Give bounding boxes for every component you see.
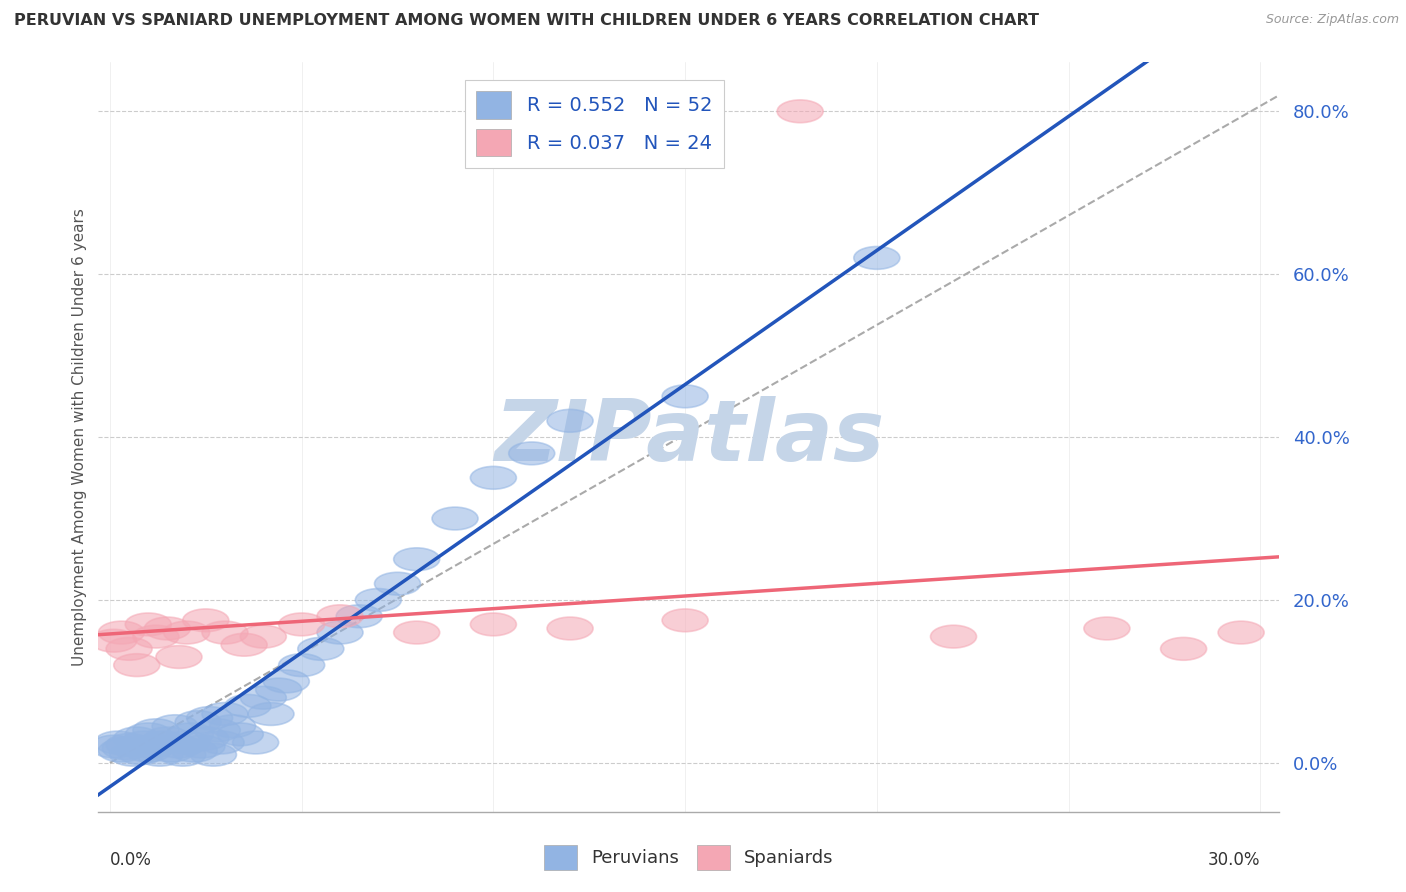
- Ellipse shape: [136, 743, 183, 766]
- Ellipse shape: [853, 246, 900, 269]
- Ellipse shape: [432, 508, 478, 530]
- Ellipse shape: [134, 719, 179, 741]
- Ellipse shape: [129, 735, 176, 758]
- Ellipse shape: [394, 548, 440, 571]
- Text: PERUVIAN VS SPANIARD UNEMPLOYMENT AMONG WOMEN WITH CHILDREN UNDER 6 YEARS CORREL: PERUVIAN VS SPANIARD UNEMPLOYMENT AMONG …: [14, 13, 1039, 29]
- Ellipse shape: [91, 735, 136, 758]
- Ellipse shape: [125, 739, 172, 762]
- Ellipse shape: [1084, 617, 1130, 640]
- Ellipse shape: [134, 625, 179, 648]
- Ellipse shape: [240, 686, 287, 709]
- Text: 30.0%: 30.0%: [1208, 851, 1260, 869]
- Ellipse shape: [152, 714, 198, 738]
- Text: 0.0%: 0.0%: [110, 851, 152, 869]
- Ellipse shape: [148, 739, 194, 762]
- Y-axis label: Unemployment Among Women with Children Under 6 years: Unemployment Among Women with Children U…: [72, 208, 87, 666]
- Legend: Peruvians, Spaniards: Peruvians, Spaniards: [537, 838, 841, 878]
- Ellipse shape: [931, 625, 977, 648]
- Ellipse shape: [547, 617, 593, 640]
- Ellipse shape: [1218, 621, 1264, 644]
- Ellipse shape: [202, 703, 247, 725]
- Ellipse shape: [247, 703, 294, 725]
- Ellipse shape: [356, 589, 401, 611]
- Ellipse shape: [145, 727, 190, 750]
- Ellipse shape: [179, 735, 225, 758]
- Ellipse shape: [105, 733, 152, 756]
- Ellipse shape: [163, 621, 209, 644]
- Ellipse shape: [240, 625, 287, 648]
- Ellipse shape: [218, 723, 263, 746]
- Ellipse shape: [225, 695, 271, 717]
- Ellipse shape: [509, 442, 555, 465]
- Ellipse shape: [91, 629, 136, 652]
- Ellipse shape: [278, 613, 325, 636]
- Ellipse shape: [118, 741, 163, 764]
- Ellipse shape: [172, 739, 218, 762]
- Ellipse shape: [662, 385, 709, 408]
- Ellipse shape: [778, 100, 823, 123]
- Ellipse shape: [316, 621, 363, 644]
- Text: Source: ZipAtlas.com: Source: ZipAtlas.com: [1265, 13, 1399, 27]
- Ellipse shape: [163, 731, 209, 754]
- Ellipse shape: [141, 731, 187, 754]
- Ellipse shape: [336, 605, 382, 628]
- Ellipse shape: [1160, 638, 1206, 660]
- Ellipse shape: [187, 706, 232, 730]
- Ellipse shape: [110, 743, 156, 766]
- Ellipse shape: [160, 743, 205, 766]
- Ellipse shape: [471, 613, 516, 636]
- Ellipse shape: [194, 719, 240, 741]
- Ellipse shape: [145, 617, 190, 640]
- Ellipse shape: [190, 743, 236, 766]
- Ellipse shape: [202, 621, 247, 644]
- Ellipse shape: [98, 621, 145, 644]
- Ellipse shape: [125, 613, 172, 636]
- Ellipse shape: [471, 467, 516, 489]
- Ellipse shape: [374, 573, 420, 595]
- Ellipse shape: [263, 670, 309, 693]
- Ellipse shape: [121, 731, 167, 754]
- Ellipse shape: [98, 739, 145, 762]
- Ellipse shape: [94, 731, 141, 754]
- Ellipse shape: [167, 723, 214, 746]
- Ellipse shape: [156, 646, 202, 668]
- Ellipse shape: [256, 678, 302, 701]
- Ellipse shape: [662, 609, 709, 632]
- Ellipse shape: [198, 731, 245, 754]
- Ellipse shape: [125, 723, 172, 746]
- Ellipse shape: [394, 621, 440, 644]
- Ellipse shape: [176, 711, 221, 733]
- Ellipse shape: [114, 727, 160, 750]
- Text: ZIPatlas: ZIPatlas: [494, 395, 884, 479]
- Ellipse shape: [221, 633, 267, 657]
- Ellipse shape: [209, 714, 256, 738]
- Ellipse shape: [547, 409, 593, 433]
- Ellipse shape: [232, 731, 278, 754]
- Ellipse shape: [156, 735, 202, 758]
- Ellipse shape: [114, 654, 160, 676]
- Ellipse shape: [316, 605, 363, 628]
- Ellipse shape: [105, 638, 152, 660]
- Ellipse shape: [103, 737, 148, 760]
- Ellipse shape: [183, 727, 229, 750]
- Ellipse shape: [183, 609, 229, 632]
- Ellipse shape: [278, 654, 325, 676]
- Ellipse shape: [298, 638, 344, 660]
